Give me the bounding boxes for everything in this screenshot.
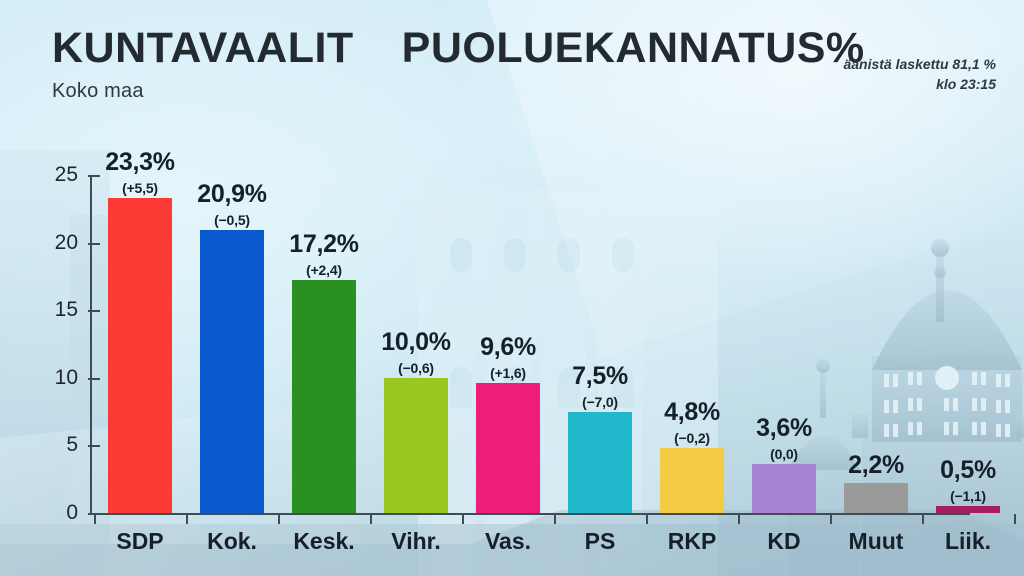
region-subtitle: Koko maa [52, 80, 144, 103]
x-axis-tick [738, 514, 740, 524]
x-axis-line [90, 513, 970, 515]
x-axis-category-label: Kok. [207, 528, 257, 554]
bar-group[interactable]: 23,3% (+5,5) SDP [105, 148, 175, 554]
y-axis-tick [88, 175, 100, 177]
bar-change-label: (+2,4) [306, 262, 342, 279]
x-axis-category-label: Liik. [944, 528, 992, 554]
bar-vas[interactable] [476, 383, 540, 513]
y-axis-line [90, 175, 92, 514]
y-axis-tick-label: 20 [54, 230, 78, 254]
x-axis-tick [278, 514, 280, 524]
x-axis-category-label: Kesk. [293, 528, 355, 554]
bar-group[interactable]: 4,8% (−0,2) RKP [660, 176, 724, 554]
bar-vihr[interactable] [384, 377, 448, 513]
y-axis-tick-label: 5 [66, 433, 78, 457]
x-axis-tick [186, 514, 188, 524]
x-axis-category-label: Vas. [484, 528, 532, 554]
x-axis-category-label: Muut [848, 528, 904, 554]
header: KUNTAVAALIT PUOLUEKANNATUS% Koko maa [52, 24, 865, 103]
x-axis-tick [462, 514, 464, 524]
bar-group[interactable]: 7,5% (−7,0) PS [568, 176, 632, 554]
bar-group[interactable]: 10,0% (−0,6) Vihr. [381, 176, 451, 554]
bar-value-label: 9,6% [480, 333, 536, 362]
bar-change-label: (0,0) [770, 446, 798, 463]
y-axis-tick [88, 377, 100, 380]
bar-value-label: 17,2% [289, 230, 359, 259]
plot-area: 23,3% (+5,5) SDP 20,9% (−0,5) Kok. 17,2% (+2,4)… [88, 148, 1024, 554]
x-axis-tick [830, 514, 832, 524]
y-axis-tick-label: 15 [54, 298, 78, 322]
bar-change-label: (+1,6) [490, 365, 526, 382]
bar-series: 23,3% (+5,5) SDP 20,9% (−0,5) Kok. 17,2% (+2,4)… [90, 148, 1024, 554]
bar-change-label: (−7,0) [582, 393, 618, 410]
bar-change-label: (−0,5) [214, 212, 250, 229]
bar-liik[interactable] [936, 506, 1000, 513]
x-axis-category-label: SDP [116, 528, 164, 554]
bar-change-label: (+5,5) [122, 179, 158, 196]
bar-muut[interactable] [844, 483, 908, 513]
bar-group[interactable]: 3,6% (0,0) KD [752, 176, 816, 554]
y-axis-tick-label: 25 [54, 163, 78, 186]
metric-title: PUOLUEKANNATUS% [401, 24, 865, 72]
y-axis-tick [88, 513, 100, 515]
bar-value-label: 0,5% [940, 456, 996, 485]
bar-group[interactable]: 0,5% (−1,1) Liik. [936, 176, 1000, 554]
y-axis-tick [88, 445, 100, 448]
x-axis-tick [370, 514, 372, 524]
bar-kesk[interactable] [292, 280, 356, 513]
votes-counted-text: äänistä laskettu 81,1 % [843, 56, 996, 72]
x-axis-category-label: RKP [667, 528, 717, 554]
bar-value-label: 2,2% [848, 451, 904, 480]
y-axis-tick [88, 310, 100, 313]
bar-value-label: 23,3% [105, 147, 175, 176]
count-status: äänistä laskettu 81,1 % klo 23:15 [843, 54, 996, 95]
timestamp-text: klo 23:15 [936, 76, 996, 93]
y-axis-tick [88, 242, 100, 245]
x-axis-tick [1014, 514, 1016, 524]
x-axis-category-label: KD [767, 528, 801, 554]
bar-kok[interactable] [200, 230, 264, 513]
bar-change-label: (−0,2) [674, 430, 710, 447]
title-row: KUNTAVAALIT PUOLUEKANNATUS% [52, 24, 865, 72]
x-axis-tick [922, 514, 924, 524]
bar-value-label: 3,6% [756, 414, 812, 443]
bar-sdp[interactable] [108, 197, 172, 513]
x-axis-category-label: PS [584, 528, 616, 554]
bar-value-label: 4,8% [664, 398, 720, 427]
page-title: KUNTAVAALIT [52, 24, 354, 72]
x-axis-tick [94, 514, 96, 524]
bar-change-label: (−0,6) [398, 359, 434, 376]
bar-value-label: 7,5% [572, 361, 628, 390]
bar-value-label: 20,9% [197, 180, 267, 209]
bar-rkp[interactable] [660, 448, 724, 513]
x-axis-tick [554, 514, 556, 524]
y-axis-tick-label: 0 [66, 501, 78, 524]
x-axis-category-label: Vihr. [391, 528, 441, 554]
y-axis-tick-label: 10 [54, 365, 78, 389]
bar-kd[interactable] [752, 464, 816, 513]
bar-group[interactable]: 2,2% Muut [844, 176, 908, 554]
bar-change-label: (−1,1) [950, 488, 986, 505]
x-axis-tick [646, 514, 648, 524]
bar-group[interactable]: 17,2% (+2,4) Kesk. [289, 176, 359, 554]
bar-ps[interactable] [568, 411, 632, 513]
bar-group[interactable]: 9,6% (+1,6) Vas. [476, 176, 540, 554]
bar-group[interactable]: 20,9% (−0,5) Kok. [197, 176, 267, 554]
bar-value-label: 10,0% [381, 327, 451, 356]
y-axis-labels: 0 5 10 15 20 25 [32, 163, 78, 524]
